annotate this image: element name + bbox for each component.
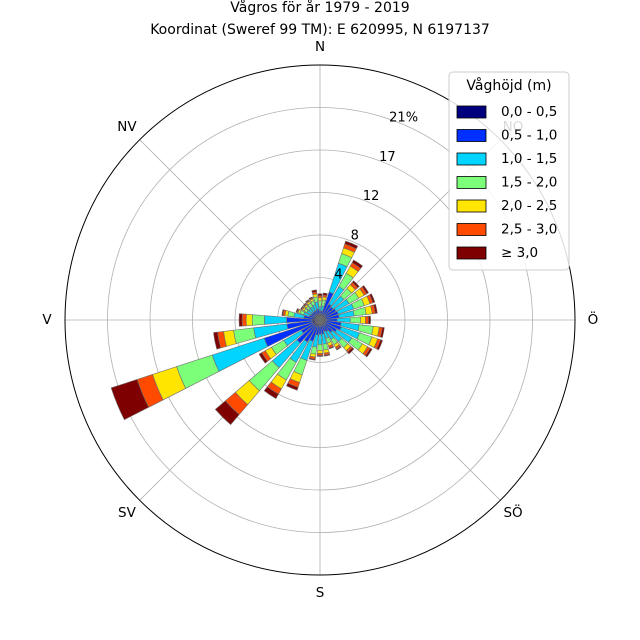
bar-sector-8-bin-6 bbox=[368, 315, 371, 325]
outer-circle bbox=[64, 64, 576, 576]
bar-sector-25-bin-6 bbox=[281, 309, 285, 316]
bar-sector-24-bin-4 bbox=[245, 313, 253, 327]
chart-title: Vågros för år 1979 - 2019 bbox=[230, 0, 409, 16]
legend-swatch-6 bbox=[456, 246, 487, 260]
bar-sector-13-bin-6 bbox=[335, 345, 342, 351]
bar-sector-24-bin-2 bbox=[264, 315, 288, 325]
bar-sector-26-bin-6 bbox=[295, 308, 299, 313]
bar-sector-0-bin-3 bbox=[318, 300, 322, 308]
direction-label-3: SÖ bbox=[503, 503, 522, 521]
legend-box bbox=[448, 71, 570, 271]
bar-sector-20-bin-6 bbox=[214, 400, 240, 426]
grid-spoke-8 bbox=[139, 139, 321, 321]
chart-subtitle: Koordinat (Sweref 99 TM): E 620995, N 61… bbox=[150, 22, 490, 38]
bar-sector-14-bin-6 bbox=[328, 345, 335, 350]
bar-sector-5-bin-6 bbox=[361, 285, 369, 295]
bar-sector-8-bin-3 bbox=[349, 316, 361, 324]
legend-label-6: ≥ 3,0 bbox=[501, 245, 538, 261]
bar-sector-6-bin-6 bbox=[369, 293, 376, 304]
bar-sector-16-bin-4 bbox=[317, 349, 323, 354]
bar-sector-12-bin-6 bbox=[347, 347, 355, 355]
bar-sector-0-bin-6 bbox=[317, 293, 323, 297]
direction-label-7: NV bbox=[117, 119, 137, 135]
legend-label-3: 1,5 - 2,0 bbox=[501, 175, 557, 191]
legend-label-0: 0,0 - 0,5 bbox=[501, 104, 557, 120]
bar-sector-0-bin-4 bbox=[317, 297, 323, 302]
legend-swatch-2 bbox=[456, 152, 487, 166]
bar-sector-21-bin-6 bbox=[258, 352, 268, 364]
bar-sector-17-bin-3 bbox=[310, 345, 318, 355]
direction-label-5: SV bbox=[118, 505, 137, 521]
bar-sector-10-bin-6 bbox=[376, 339, 383, 351]
direction-label-6: V bbox=[42, 312, 52, 328]
bar-sector-7-bin-6 bbox=[373, 303, 378, 314]
bar-sector-17-bin-6 bbox=[308, 357, 316, 361]
bar-sector-23-bin-3 bbox=[233, 327, 257, 344]
legend-swatch-3 bbox=[456, 176, 487, 189]
bar-sector-0-bin-2 bbox=[318, 306, 322, 312]
bar-sector-24-bin-3 bbox=[251, 314, 265, 326]
legend-label-1: 0,5 - 1,0 bbox=[501, 128, 557, 144]
bar-sector-28-bin-6 bbox=[302, 302, 307, 307]
bar-sector-8-bin-4 bbox=[360, 316, 366, 324]
ring-label-5: 21% bbox=[389, 111, 418, 126]
bar-sector-16-bin-6 bbox=[316, 354, 324, 357]
bar-sector-31-bin-6 bbox=[311, 289, 318, 294]
legend-label-2: 1,0 - 1,5 bbox=[501, 151, 557, 167]
bar-sector-16-bin-2 bbox=[317, 333, 323, 345]
bar-sector-29-bin-6 bbox=[305, 299, 310, 303]
legend-title: Våghöjd (m) bbox=[466, 77, 551, 94]
bar-sector-1-bin-6 bbox=[322, 292, 328, 297]
legend-swatch-4 bbox=[456, 199, 487, 213]
bar-sector-23-bin-6 bbox=[213, 331, 222, 350]
bar-sector-22-bin-6 bbox=[110, 379, 150, 421]
polar-grid bbox=[64, 64, 576, 576]
bar-sector-3-bin-6 bbox=[351, 259, 364, 269]
bar-sector-30-bin-6 bbox=[308, 296, 314, 300]
direction-label-2: Ö bbox=[588, 310, 599, 328]
bar-sector-24-bin-5 bbox=[241, 313, 247, 327]
ring-label-4: 17 bbox=[379, 150, 396, 165]
bar-sector-24-bin-6 bbox=[238, 313, 243, 327]
bar-sector-9-bin-6 bbox=[380, 327, 385, 338]
bar-sector-8-bin-2 bbox=[336, 317, 351, 323]
bar-sector-2-bin-6 bbox=[344, 240, 359, 250]
bar-sector-8-bin-5 bbox=[365, 315, 369, 325]
legend-swatch-1 bbox=[456, 129, 487, 142]
bar-sector-18-bin-6 bbox=[286, 382, 299, 391]
bar-sector-15-bin-6 bbox=[323, 353, 331, 357]
ring-label-1: 4 bbox=[334, 268, 342, 283]
legend: Våghöjd (m) 0,0 - 0,5 0,5 - 1,0 1,0 - 1,5 1,… bbox=[448, 71, 570, 271]
bar-sector-11-bin-6 bbox=[364, 347, 373, 358]
ring-label-2: 8 bbox=[351, 228, 359, 243]
legend-label-5: 2,5 - 3,0 bbox=[501, 222, 557, 238]
legend-swatch-0 bbox=[456, 105, 487, 119]
direction-label-4: S bbox=[316, 585, 325, 601]
direction-label-0: N bbox=[315, 39, 325, 55]
bar-sector-27-bin-6 bbox=[300, 305, 304, 311]
ring-label-3: 12 bbox=[363, 189, 380, 204]
legend-label-4: 2,0 - 2,5 bbox=[501, 198, 557, 214]
wave-bars bbox=[110, 240, 385, 426]
bar-sector-4-bin-6 bbox=[351, 280, 360, 289]
bar-sector-19-bin-6 bbox=[263, 386, 279, 399]
legend-swatch-5 bbox=[456, 223, 487, 236]
axis-labels: NNOÖSÖSSVVNV48121721% bbox=[42, 39, 598, 601]
bar-sector-16-bin-3 bbox=[317, 343, 323, 351]
